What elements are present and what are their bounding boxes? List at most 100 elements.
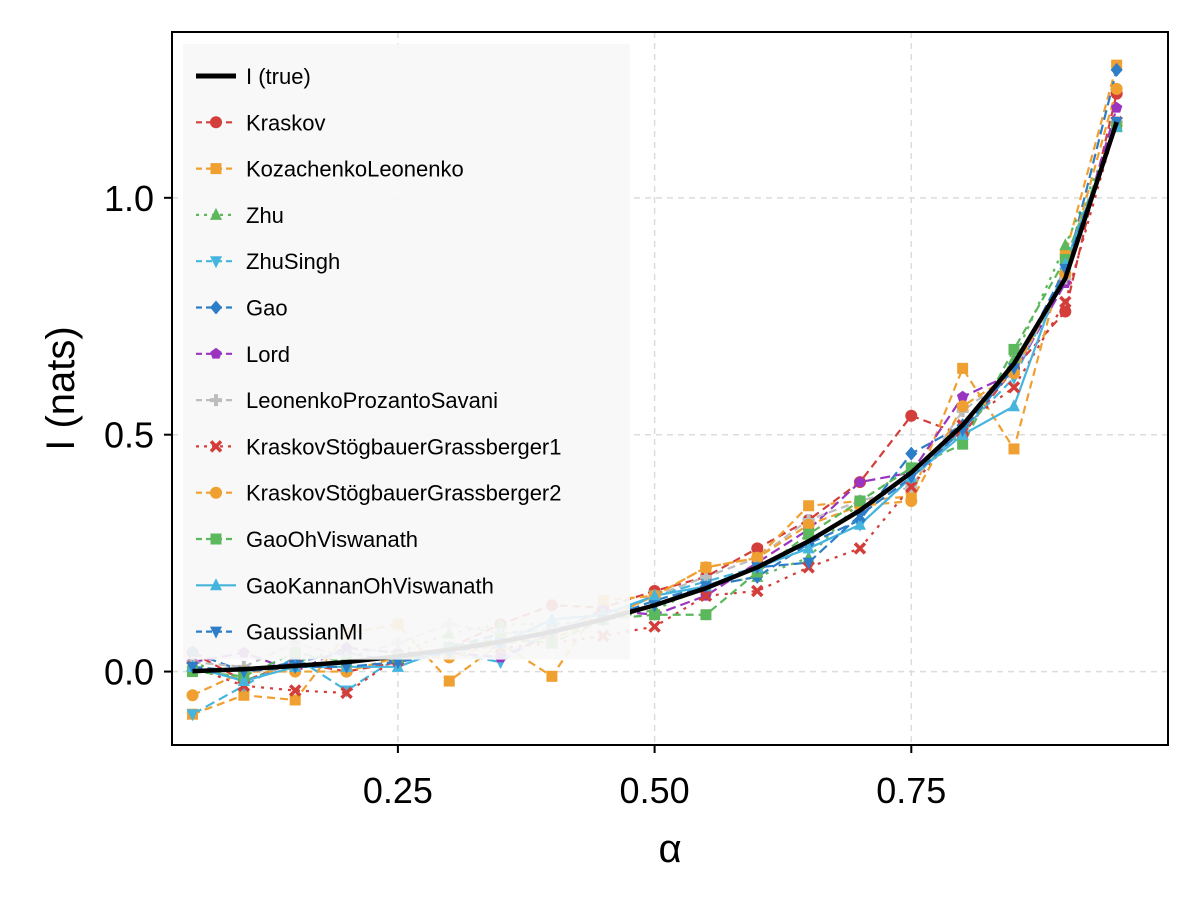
data-point (649, 609, 661, 621)
legend-label: Kraskov (246, 110, 325, 135)
legend-entry: GaussianMI (196, 620, 363, 645)
data-point (1110, 82, 1123, 95)
data-point (1059, 238, 1072, 251)
axes: 0.25 0.50 0.75 0.0 0.5 1.0 (104, 178, 946, 811)
legend-entry: Gao (196, 296, 288, 321)
data-point (443, 675, 455, 687)
y-tick-label: 1.0 (104, 178, 154, 219)
data-point (854, 476, 866, 487)
data-point (699, 570, 712, 583)
data-point (751, 542, 764, 555)
data-point (803, 528, 815, 540)
data-point (546, 670, 558, 682)
data-point (854, 495, 866, 507)
legend-label: Gao (246, 296, 288, 321)
x-tick-label: 0.25 (363, 770, 433, 811)
data-point (802, 557, 815, 570)
legend-label: GaoOhViswanath (246, 527, 418, 552)
legend-swatch-marker (210, 300, 222, 315)
data-point (853, 542, 867, 555)
legend-swatch-marker (210, 626, 222, 639)
data-point (905, 462, 917, 474)
data-point (340, 686, 353, 700)
legend-label: KraskovStögbauerGrassberger1 (246, 434, 562, 459)
legend-label: KraskovStögbauerGrassberger2 (246, 481, 562, 506)
data-point (1008, 343, 1020, 355)
legend-swatch-marker (210, 486, 222, 499)
data-point (905, 446, 918, 461)
legend-label: Zhu (246, 203, 284, 228)
legend-label: GaussianMI (246, 620, 363, 645)
data-point (289, 694, 301, 706)
legend-entry: I (true) (196, 64, 311, 89)
legend-swatch-marker (210, 533, 222, 545)
legend-entry: KraskovStögbauerGrassberger2 (196, 481, 562, 506)
data-point (905, 409, 918, 422)
legend: I (true) Kraskov KozachenkoLeonenko Zhu ZhuS… (183, 44, 630, 660)
data-point (803, 500, 815, 512)
data-point (237, 674, 250, 687)
legend-swatch-marker (210, 394, 222, 407)
x-axis-label: α (658, 827, 681, 871)
data-point (751, 551, 764, 564)
x-tick-label: 0.75 (876, 770, 946, 811)
data-point (699, 589, 713, 603)
data-point (699, 561, 712, 574)
data-point (905, 495, 918, 508)
legend-entry: ZhuSingh (196, 249, 340, 274)
data-point (288, 684, 302, 697)
data-point (957, 362, 969, 374)
legend-swatch-marker (210, 256, 222, 269)
plot-frame (171, 31, 1169, 746)
legend-swatch-marker (209, 440, 223, 453)
y-tick-label: 0.5 (104, 415, 154, 456)
data-point (957, 438, 969, 450)
data-point (186, 709, 199, 722)
data-point (700, 609, 712, 621)
legend-entry: GaoOhViswanath (196, 527, 418, 552)
data-point (1008, 443, 1020, 455)
data-point (956, 390, 969, 402)
data-point (1059, 305, 1072, 318)
legend-label: GaoKannanOhViswanath (246, 573, 494, 598)
data-point (1059, 295, 1072, 309)
legend-swatch-marker (210, 116, 222, 129)
legend-swatch-marker (210, 163, 222, 175)
y-tick-label: 0.0 (104, 652, 154, 693)
legend-swatch-marker (210, 207, 222, 220)
legend-swatch-marker (210, 578, 222, 591)
data-point (391, 657, 404, 670)
legend-swatch-marker (210, 347, 222, 359)
x-tick-label: 0.50 (620, 770, 690, 811)
legend-entry: Kraskov (196, 110, 325, 135)
data-point (648, 588, 661, 601)
data-point (648, 620, 661, 633)
data-point (751, 584, 764, 598)
data-point (1007, 399, 1020, 412)
legend-label: I (true) (246, 64, 311, 89)
data-point (1110, 62, 1123, 77)
data-point (956, 400, 969, 413)
true-line (192, 121, 1119, 674)
data-point (802, 541, 815, 554)
legend-entry: GaoKannanOhViswanath (196, 573, 494, 598)
data-point (1007, 381, 1021, 394)
data-point (186, 689, 199, 702)
data-point (802, 518, 815, 531)
data-point (853, 517, 866, 530)
legend-label: Lord (246, 342, 290, 367)
legend-entry: LeonenkoProzantoSavani (196, 388, 498, 413)
legend-entry: Lord (196, 342, 290, 367)
legend-label: KozachenkoLeonenko (246, 157, 464, 182)
legend-entry: Zhu (196, 203, 284, 228)
data-point (186, 661, 199, 674)
y-axis-label: I (nats) (39, 326, 83, 450)
legend-label: ZhuSingh (246, 249, 340, 274)
data-point (905, 480, 918, 494)
legend-box (183, 44, 630, 660)
legend-entry: KozachenkoLeonenko (196, 157, 464, 182)
legend-entry: KraskovStögbauerGrassberger1 (196, 434, 562, 459)
data-point (238, 689, 250, 701)
data-point (340, 661, 353, 674)
